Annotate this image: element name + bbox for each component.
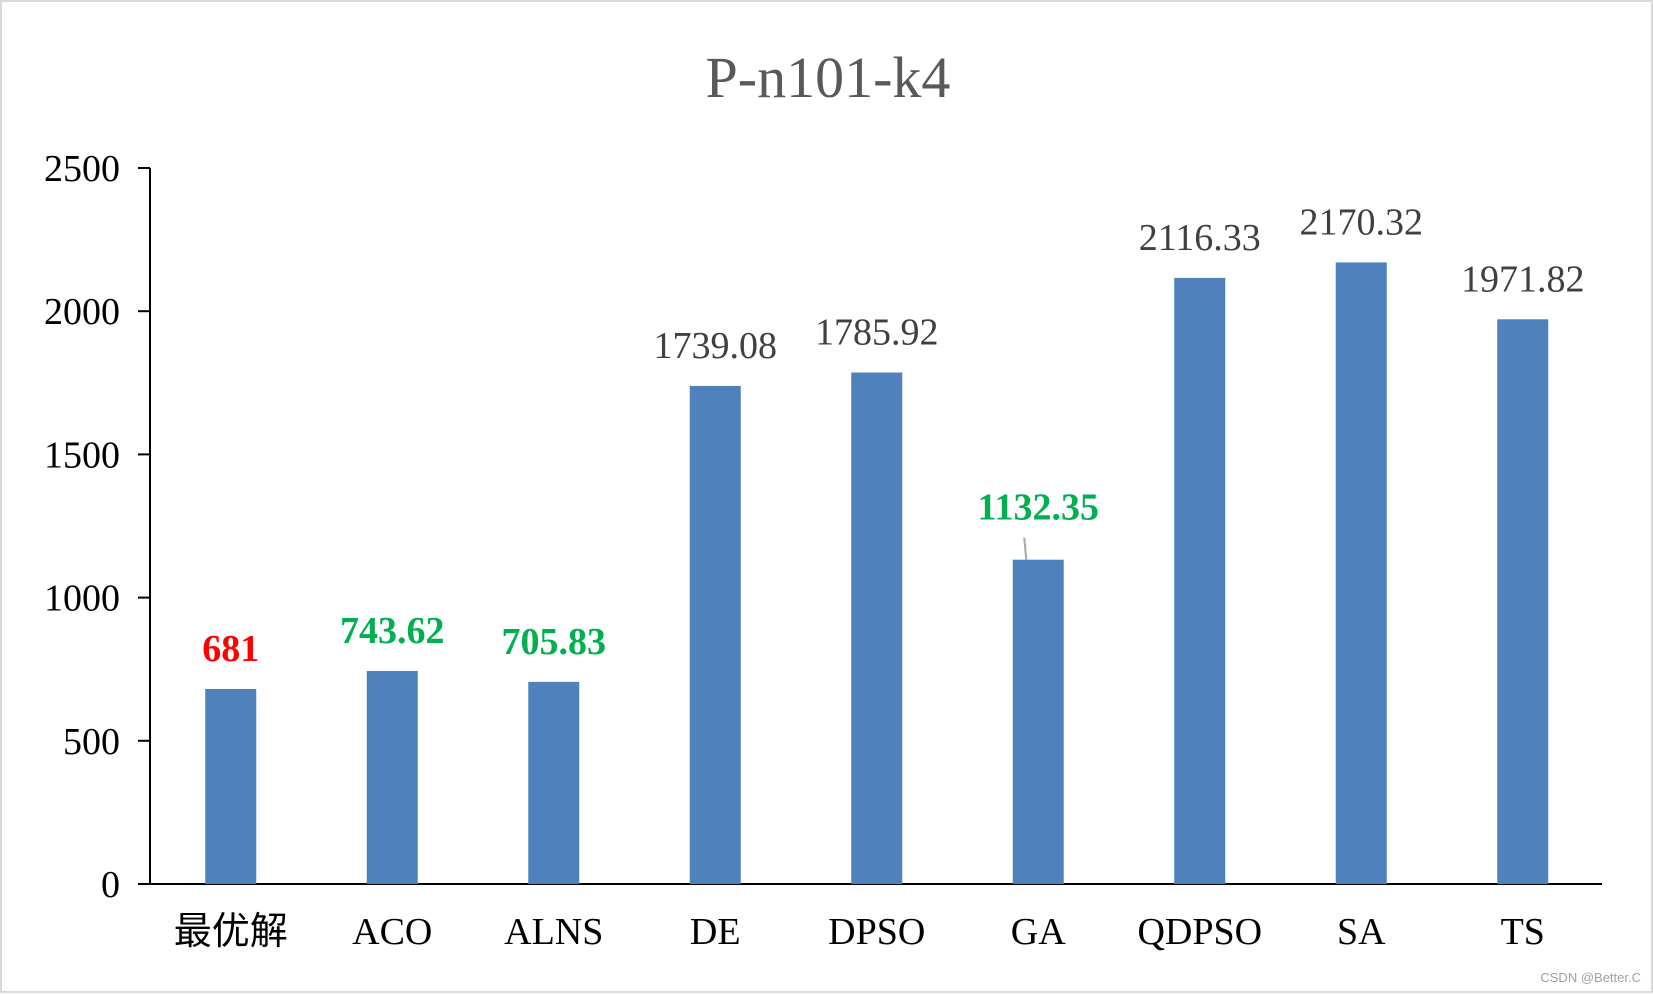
x-tick-label: QDPSO <box>1137 911 1262 953</box>
data-label: 1132.35 <box>978 487 1099 529</box>
chart-title: P-n101-k4 <box>706 45 951 110</box>
data-label: 743.62 <box>340 610 445 652</box>
y-tick-label: 2000 <box>44 291 120 333</box>
x-tick-label: SA <box>1337 911 1386 953</box>
x-tick-label: ALNS <box>504 911 603 953</box>
y-tick-label: 0 <box>101 864 120 906</box>
watermark: CSDN @Better.C <box>1540 970 1641 985</box>
x-tick-label: 最优解 <box>174 911 288 953</box>
y-tick-label: 500 <box>63 721 120 763</box>
x-tick-label: DE <box>690 911 741 953</box>
x-tick-label: GA <box>1011 911 1066 953</box>
y-tick-label: 2500 <box>44 148 120 190</box>
data-label: 2170.32 <box>1300 201 1424 243</box>
bar <box>689 385 741 884</box>
x-tick-label: ACO <box>352 911 432 953</box>
x-tick-label: TS <box>1501 911 1545 953</box>
bar <box>1012 559 1064 884</box>
data-label-leader <box>1023 537 1028 560</box>
bar <box>851 372 903 884</box>
x-tick-label: DPSO <box>828 911 925 953</box>
bar <box>1174 277 1226 885</box>
bar <box>205 688 257 884</box>
y-tick-label: 1000 <box>44 578 120 620</box>
data-label: 705.83 <box>502 621 607 663</box>
data-label: 1739.08 <box>654 325 778 367</box>
bar <box>528 681 580 884</box>
data-label: 2116.33 <box>1139 217 1261 259</box>
bar <box>1497 319 1549 884</box>
bar <box>366 671 418 884</box>
data-label: 1971.82 <box>1461 258 1585 300</box>
data-label: 681 <box>202 628 259 670</box>
bar <box>1335 262 1387 884</box>
y-tick-label: 1500 <box>44 434 120 476</box>
data-label: 1785.92 <box>815 312 939 354</box>
